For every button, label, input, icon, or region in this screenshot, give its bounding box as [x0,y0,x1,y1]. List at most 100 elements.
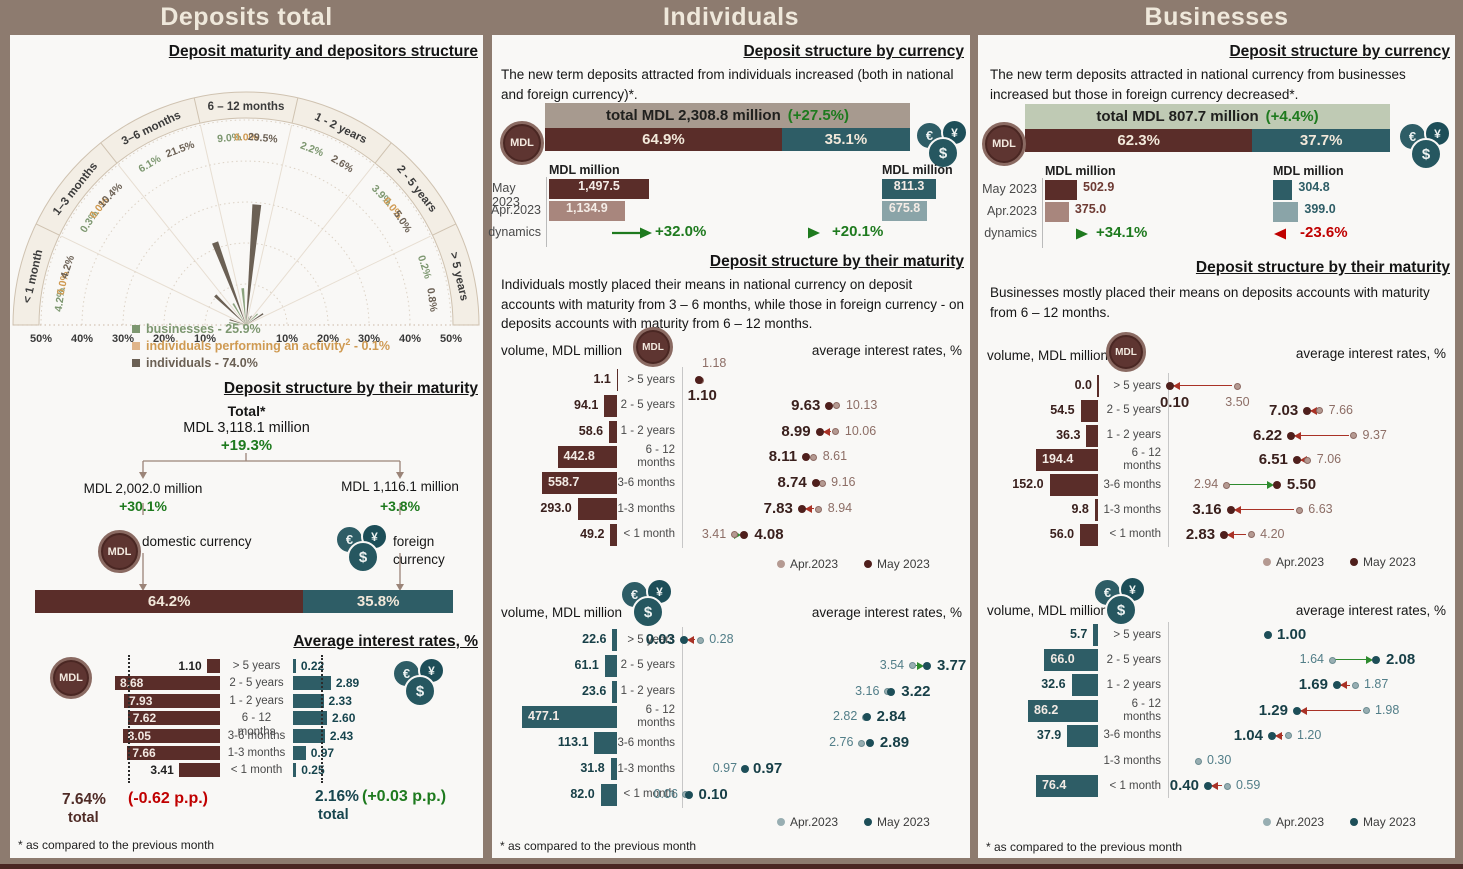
fx-rate-bar [293,763,297,778]
category-label: 3-6 months [617,736,675,749]
may-dot [1287,431,1296,440]
panel-header-individuals: Individuals [662,3,800,31]
split-national: 64.9% [545,128,782,151]
legend-item: May 2023 [1350,815,1416,829]
foreign-may-bar [1273,180,1293,200]
row-label: dynamics [488,225,541,239]
volume-bar-zero-tick [1097,375,1099,397]
foreign-currency-label: foreign currency [393,534,445,568]
apr-rate-label: 8.61 [822,449,848,464]
radar-axis-tick: 30% [358,333,380,345]
volume-bar [1080,399,1098,422]
trend-arrow-line [1233,509,1295,511]
volume-value: 82.0 [570,786,595,801]
may-dot [1350,818,1359,826]
radar-pct-label: 4.2% [53,287,68,313]
radar-pct-label: 29.5% [247,131,278,146]
may-dot [923,661,932,670]
national-apr-bar [549,201,625,221]
volume-value: 113.1 [557,735,589,750]
category-label: 1-3 months [617,502,675,515]
volume-bar [577,498,617,520]
mdl-rate-bar [114,676,220,691]
long-arrow-icon [612,227,652,239]
trend-arrow-line [1294,434,1349,436]
category-label: 2 - 5 years [1106,404,1161,417]
bottom-strip [0,864,1463,869]
radar-wedge-individuals [229,319,246,325]
foreign-may-value: 811.3 [893,179,925,193]
fx-rate-bar [293,676,331,691]
trend-arrow-line [1172,385,1233,387]
apr-rate-label: 8.94 [827,501,853,515]
radar-wedge-individuals [246,324,250,325]
apr-dot [1263,558,1271,566]
volume-value: 194.4 [1042,452,1074,467]
radar-pct-label: 6.1% [136,152,163,175]
trend-arrow-head [1227,530,1235,539]
may-dot [802,453,811,462]
apr-rate-label: 9.37 [1362,427,1387,442]
mdl-rate-value: 8.68 [119,676,144,691]
may-rate-label: 6.51 [1258,451,1288,469]
legend-item: Apr.2023 [1263,815,1324,829]
avg-rates-title: Average interest rates, % [293,633,478,650]
may-rate-label: 3.22 [901,682,931,700]
rates-axis-label: average interest rates, % [1295,603,1446,618]
category-label: 1 - 2 years [620,685,675,698]
trend-arrow-head [1172,382,1180,390]
legend-item: May 2023 [864,815,930,829]
mdl-rate-bar [178,763,220,778]
apr-rate-label: 2.76 [829,735,854,750]
total-value: MDL 3,118.1 million [183,420,310,436]
fx-rate-value: 2.33 [328,693,352,708]
volume-bar [594,732,617,755]
fx-rate-bar [293,659,296,673]
category-label: 6 - 12 months [1123,697,1161,723]
volume-value: 5.7 [1069,627,1088,641]
currency-title: Deposit structure by currency [1229,43,1450,60]
trend-arrow-line [1335,659,1371,661]
apr-rate-label: 2.94 [1193,477,1219,492]
volume-bar [1028,699,1098,722]
currency-split-bar: 62.3% 37.7% [1025,129,1390,152]
volume-value: 94.1 [574,397,599,412]
volume-bar [1094,499,1098,521]
apr-dot [1247,531,1255,539]
radar-legend-item: individuals - 74.0% [132,355,390,371]
mdl-rate-bar [122,728,220,743]
radar-pct-label: 0.0% [55,270,72,297]
rate-category-label: 2 - 5 years [229,677,284,690]
mdl-rate-value: 3.41 [150,763,174,778]
may-dot [1333,681,1341,690]
apr-rate-label: 0.06 [653,786,678,801]
category-label: 3-6 months [1103,729,1161,742]
category-label: 6 - 12 months [1123,447,1161,473]
total-rate-guide-line [321,655,324,783]
foreign-apr-value: 675.8 [888,201,921,215]
apr-dot [815,505,823,513]
may-rate-label: 0.97 [753,760,783,777]
chevron-right-icon [1076,228,1088,240]
volume-value: 477.1 [528,709,560,724]
fx-rate-value: 0.22 [300,659,325,673]
maturity-title: Deposit structure by their maturity [223,380,478,397]
trend-arrow-head [1211,782,1218,791]
foreign-dynamics-value: +20.1% [832,223,884,240]
dollar-coin-icon: $ [347,541,379,573]
radar-pct-label: 21.5% [164,138,197,160]
category-label: 6 - 12 months [637,704,675,730]
rate-category-label: < 1 month [230,764,283,777]
fx-rate-value: 2.60 [332,711,356,726]
trend-arrow-head [1310,406,1318,415]
trend-arrow-head [734,530,742,539]
national-may-value: 502.9 [1083,180,1115,194]
trend-arrow-line [1229,484,1272,486]
apr-rate-label: 3.16 [855,683,880,698]
may-dot [684,790,693,799]
row-label: May 2023 [982,182,1037,196]
trend-arrow-head [822,427,830,436]
mdl-total-rate: 7.64% [62,791,106,808]
may-rate-label: 1.00 [1277,626,1307,643]
may-dot [865,739,874,748]
